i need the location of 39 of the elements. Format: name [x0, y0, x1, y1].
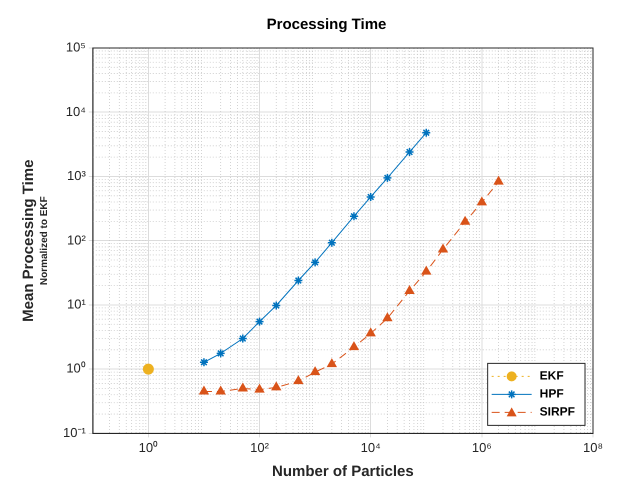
chart-title: Processing Time: [266, 16, 386, 34]
y-tick-label: 10¹: [66, 296, 86, 312]
x-tick-label: 10⁴: [360, 440, 381, 455]
point: [271, 382, 282, 390]
y-tick-label: 10³: [66, 168, 86, 184]
point: [382, 312, 392, 322]
x-tick-label: 10²: [250, 440, 270, 455]
y-axis-title: Mean Processing Time: [20, 160, 37, 322]
point: [366, 328, 376, 336]
point: [310, 366, 320, 376]
legend-label: HPF: [540, 386, 564, 401]
point: [254, 384, 264, 393]
point: [199, 386, 209, 394]
point: [382, 173, 392, 183]
point: [254, 316, 264, 326]
point: [421, 266, 432, 275]
point: [199, 358, 209, 368]
y-tick-label: 10²: [66, 232, 86, 248]
point: [366, 192, 376, 202]
point: [327, 358, 337, 368]
point: [272, 300, 282, 310]
point: [216, 386, 226, 394]
point: [438, 244, 448, 252]
point: [310, 258, 320, 268]
point: [327, 238, 337, 248]
y-tick-label: 10⁰: [66, 360, 86, 376]
y-tick-label: 10⁴: [66, 104, 86, 119]
legend-label: SIRPF: [540, 404, 576, 419]
text: Normalized to EKF: [38, 196, 50, 286]
point: [216, 348, 226, 358]
legend-label: EKF: [540, 368, 564, 383]
point: [422, 128, 432, 138]
x-axis-title: Number of Particles: [272, 463, 414, 480]
x-tick-label: 10⁶: [472, 440, 492, 455]
y-tick-label: 10⁵: [66, 40, 86, 55]
point: [477, 196, 487, 206]
x-tick-label: 10⁸: [583, 440, 603, 455]
y-tick-label: 10⁻¹: [62, 424, 86, 440]
x-tick-label: 10⁰: [138, 440, 158, 455]
